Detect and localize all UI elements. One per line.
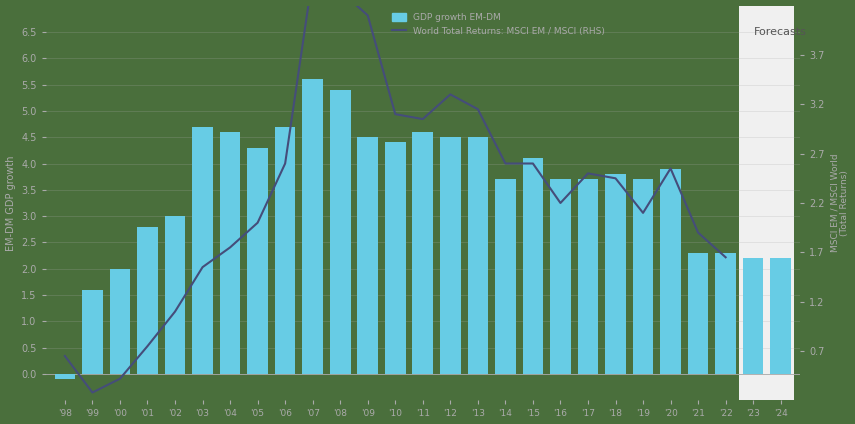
Bar xyxy=(716,253,736,374)
Bar xyxy=(137,227,158,374)
Bar xyxy=(109,269,130,374)
Bar xyxy=(687,253,709,374)
Bar xyxy=(605,174,626,374)
Bar xyxy=(743,258,764,374)
Text: Forecasts: Forecasts xyxy=(754,27,807,36)
Bar xyxy=(522,158,543,374)
Bar xyxy=(220,132,240,374)
Bar xyxy=(550,179,571,374)
Bar xyxy=(192,127,213,374)
Bar xyxy=(495,179,516,374)
Bar xyxy=(440,137,461,374)
Y-axis label: MSCI EM / MSCI World
(Total Returns): MSCI EM / MSCI World (Total Returns) xyxy=(830,153,850,252)
Bar xyxy=(55,374,75,379)
Bar xyxy=(740,6,794,400)
Bar xyxy=(165,216,186,374)
Bar xyxy=(770,258,791,374)
Bar xyxy=(247,148,268,374)
Bar xyxy=(330,90,351,374)
Bar xyxy=(633,179,653,374)
Y-axis label: EM-DM GDP growth: EM-DM GDP growth xyxy=(5,155,15,251)
Legend: GDP growth EM-DM, World Total Returns: MSCI EM / MSCI (RHS): GDP growth EM-DM, World Total Returns: M… xyxy=(390,10,608,38)
Bar xyxy=(303,79,323,374)
Bar xyxy=(578,179,598,374)
Bar xyxy=(468,137,488,374)
Bar xyxy=(660,169,681,374)
Bar xyxy=(357,137,378,374)
Bar xyxy=(274,127,296,374)
Bar xyxy=(385,142,405,374)
Bar xyxy=(412,132,433,374)
Bar xyxy=(82,290,103,374)
